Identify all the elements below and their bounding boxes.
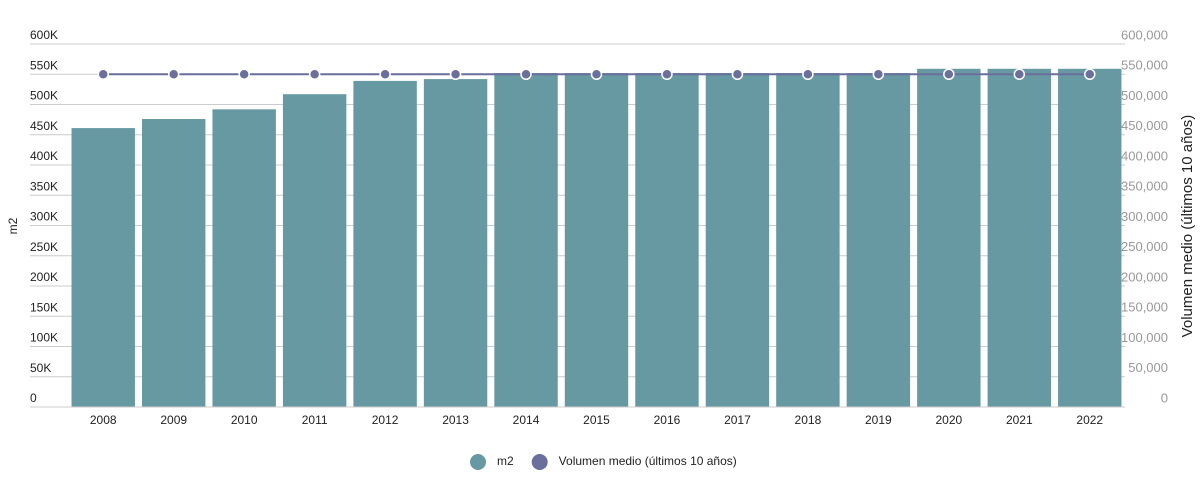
bar [987, 68, 1052, 408]
x-tick-label: 2019 [865, 413, 892, 427]
line-point [167, 68, 180, 80]
x-tick-label: 2016 [654, 413, 681, 427]
legend-label: Volumen medio (últimos 10 años) [559, 454, 737, 468]
bar [141, 119, 206, 408]
bar [635, 73, 699, 407]
y-tick-label: 550K [30, 58, 58, 72]
line-point [1013, 68, 1026, 80]
line-point [379, 68, 391, 80]
line-point [943, 68, 955, 80]
bar [423, 79, 488, 407]
y2-tick-label: 550,000 [1121, 58, 1168, 73]
x-tick-label: 2008 [90, 413, 117, 427]
x-tick-label: 2009 [160, 413, 187, 427]
bar [705, 73, 770, 407]
x-tick-label: 2010 [231, 413, 258, 427]
line-point [872, 68, 885, 80]
x-tick-label: 2012 [372, 413, 399, 427]
y2-tick-label: 200,000 [1121, 269, 1168, 284]
y2-tick-label: 250,000 [1121, 239, 1168, 254]
line-point [449, 68, 462, 80]
x-tick-label: 2015 [583, 413, 610, 427]
x-tick-label: 2011 [302, 413, 328, 427]
line-point [308, 68, 321, 80]
line-point [731, 68, 744, 80]
y-tick-label: 350K [30, 179, 58, 193]
bar [776, 73, 840, 407]
bar [846, 73, 911, 407]
y2-tick-label: 400,000 [1121, 148, 1168, 163]
bar [1058, 68, 1122, 408]
y2-tick-label: 150,000 [1121, 300, 1168, 315]
y-tick-label: 300K [30, 210, 58, 224]
x-tick-label: 2020 [935, 413, 962, 427]
legend-marker [531, 454, 548, 470]
line-point [590, 68, 603, 80]
y-tick-label: 50K [30, 361, 51, 375]
y2-tick-label: 500,000 [1121, 88, 1168, 103]
bar [917, 68, 981, 408]
bar [564, 73, 629, 407]
x-tick-label: 2021 [1006, 413, 1033, 427]
x-tick-label: 2022 [1076, 413, 1103, 427]
y-axis-label: m2 [6, 217, 20, 234]
line-point [661, 68, 673, 80]
y-tick-label: 250K [30, 240, 58, 254]
y2-tick-label: 300,000 [1121, 209, 1168, 224]
bar [71, 128, 135, 407]
y2-tick-label: 0 [1161, 390, 1168, 405]
y2-tick-label: 450,000 [1121, 118, 1168, 133]
y-tick-label: 450K [30, 119, 58, 133]
y-tick-label: 150K [30, 300, 58, 314]
y2-tick-label: 600,000 [1121, 27, 1168, 42]
line-point [238, 68, 250, 80]
legend: m2 Volumen medio (últimos 10 años) [470, 454, 737, 470]
y2-tick-label: 50,000 [1128, 360, 1168, 375]
y2-tick-label: 350,000 [1121, 179, 1168, 194]
x-tick-label: 2014 [513, 413, 540, 427]
x-tick-label: 2013 [442, 413, 469, 427]
bar [494, 73, 558, 407]
bar [212, 109, 276, 407]
x-tick-label: 2017 [724, 413, 751, 427]
bar [282, 94, 347, 407]
y-tick-label: 400K [30, 149, 58, 163]
y-tick-label: 200K [30, 270, 58, 284]
bar [353, 80, 417, 407]
x-tick-label: 2018 [795, 413, 822, 427]
y2-axis-label: Volumen medio (últimos 10 años) [1179, 115, 1196, 338]
y-tick-label: 100K [30, 331, 58, 345]
y2-tick-label: 100,000 [1121, 330, 1168, 345]
legend-marker [470, 454, 486, 470]
legend-label: m2 [497, 454, 514, 468]
line-point [97, 68, 109, 80]
y-tick-label: 600K [30, 28, 58, 42]
y-tick-label: 500K [30, 89, 58, 103]
line-point [802, 68, 814, 80]
line-point [1084, 68, 1096, 80]
line-point [520, 68, 532, 80]
y-tick-label: 0 [30, 391, 37, 405]
